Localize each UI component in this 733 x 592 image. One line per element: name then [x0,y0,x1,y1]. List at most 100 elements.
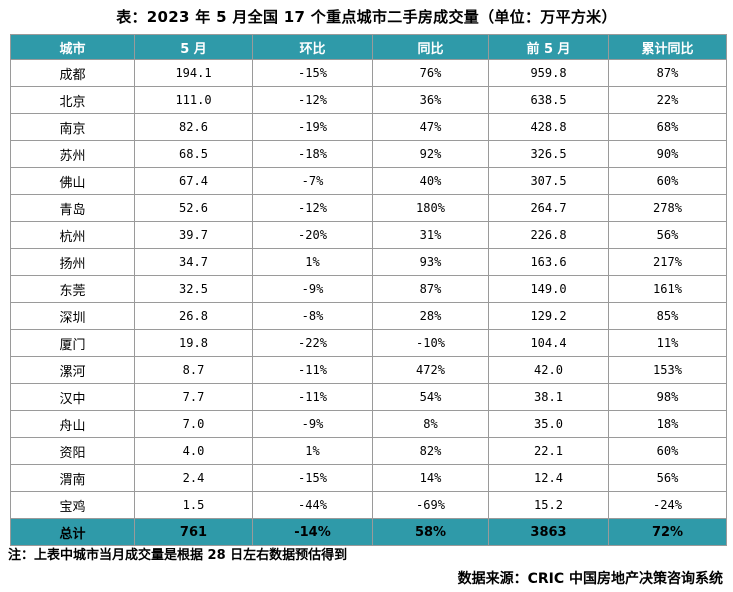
first-five-months-cell: 959.8 [488,59,609,87]
table-row: 南京 82.6 -19% 47% 428.8 68% [10,113,727,141]
mom-cell: -9% [252,410,373,438]
yoy-cell: 54% [372,383,489,411]
total-row: 总计 761 -14% 58% 3863 72% [10,518,727,546]
table-row: 佛山 67.4 -7% 40% 307.5 60% [10,167,727,195]
yoy-cell: 76% [372,59,489,87]
table-row: 扬州 34.7 1% 93% 163.6 217% [10,248,727,276]
first-five-months-cell: 264.7 [488,194,609,222]
city-cell: 北京 [10,86,135,114]
city-cell: 佛山 [10,167,135,195]
first-five-months-cell: 15.2 [488,491,609,519]
table-row: 汉中 7.7 -11% 54% 38.1 98% [10,383,727,411]
city-cell: 苏州 [10,140,135,168]
yoy-cell: -10% [372,329,489,357]
mom-cell: -15% [252,59,373,87]
first-five-months-cell: 428.8 [488,113,609,141]
city-cell: 南京 [10,113,135,141]
cumulative-yoy-cell: 161% [608,275,727,303]
cumulative-yoy-cell: 60% [608,167,727,195]
first-five-months-cell: 38.1 [488,383,609,411]
cumulative-yoy-cell: 60% [608,437,727,465]
first-five-months-cell: 35.0 [488,410,609,438]
mom-cell: -7% [252,167,373,195]
city-cell: 成都 [10,59,135,87]
table-row: 漯河 8.7 -11% 472% 42.0 153% [10,356,727,384]
may-volume-cell: 2.4 [134,464,253,492]
first-five-months-cell: 104.4 [488,329,609,357]
cumulative-yoy-cell: 22% [608,86,727,114]
first-five-months-cell: 12.4 [488,464,609,492]
first-five-months-cell: 22.1 [488,437,609,465]
cumulative-yoy-cell: 18% [608,410,727,438]
city-cell: 深圳 [10,302,135,330]
may-volume-cell: 67.4 [134,167,253,195]
column-header-may: 5 月 [134,34,253,60]
may-volume-cell: 111.0 [134,86,253,114]
may-volume-cell: 194.1 [134,59,253,87]
city-cell: 漯河 [10,356,135,384]
city-cell: 杭州 [10,221,135,249]
first-five-months-cell: 163.6 [488,248,609,276]
header-row: 城市 5 月 环比 同比 前 5 月 累计同比 [10,34,727,60]
mom-cell: -12% [252,86,373,114]
cumulative-yoy-cell: 87% [608,59,727,87]
table-row: 青岛 52.6 -12% 180% 264.7 278% [10,194,727,222]
total-may-volume-cell: 761 [134,518,253,546]
yoy-cell: 40% [372,167,489,195]
footnote: 注：上表中城市当月成交量是根据 28 日左右数据预估得到 [8,548,348,563]
cumulative-yoy-cell: 217% [608,248,727,276]
mom-cell: -12% [252,194,373,222]
mom-cell: -8% [252,302,373,330]
yoy-cell: 93% [372,248,489,276]
cumulative-yoy-cell: -24% [608,491,727,519]
mom-cell: -19% [252,113,373,141]
may-volume-cell: 4.0 [134,437,253,465]
table-row: 舟山 7.0 -9% 8% 35.0 18% [10,410,727,438]
mom-cell: -11% [252,383,373,411]
table-row: 宝鸡 1.5 -44% -69% 15.2 -24% [10,491,727,519]
yoy-cell: 92% [372,140,489,168]
city-cell: 资阳 [10,437,135,465]
mom-cell: -44% [252,491,373,519]
cumulative-yoy-cell: 278% [608,194,727,222]
mom-cell: -18% [252,140,373,168]
yoy-cell: 36% [372,86,489,114]
mom-cell: 1% [252,437,373,465]
column-header-mom: 环比 [252,34,373,60]
table-row: 北京 111.0 -12% 36% 638.5 22% [10,86,727,114]
table-row: 杭州 39.7 -20% 31% 226.8 56% [10,221,727,249]
city-cell: 厦门 [10,329,135,357]
may-volume-cell: 7.7 [134,383,253,411]
cumulative-yoy-cell: 90% [608,140,727,168]
table-row: 成都 194.1 -15% 76% 959.8 87% [10,59,727,87]
may-volume-cell: 32.5 [134,275,253,303]
cumulative-yoy-cell: 85% [608,302,727,330]
may-volume-cell: 34.7 [134,248,253,276]
mom-cell: -11% [252,356,373,384]
table-row: 苏州 68.5 -18% 92% 326.5 90% [10,140,727,168]
first-five-months-cell: 326.5 [488,140,609,168]
may-volume-cell: 19.8 [134,329,253,357]
total-city-cell: 总计 [10,518,135,546]
data-source: 数据来源：CRIC 中国房地产决策咨询系统 [457,571,723,587]
cumulative-yoy-cell: 11% [608,329,727,357]
table-row: 渭南 2.4 -15% 14% 12.4 56% [10,464,727,492]
cumulative-yoy-cell: 153% [608,356,727,384]
yoy-cell: 82% [372,437,489,465]
cumulative-yoy-cell: 68% [608,113,727,141]
may-volume-cell: 39.7 [134,221,253,249]
first-five-months-cell: 226.8 [488,221,609,249]
column-header-city: 城市 [10,34,135,60]
table-row: 深圳 26.8 -8% 28% 129.2 85% [10,302,727,330]
total-mom-cell: -14% [252,518,373,546]
yoy-cell: -69% [372,491,489,519]
city-cell: 舟山 [10,410,135,438]
yoy-cell: 472% [372,356,489,384]
city-cell: 扬州 [10,248,135,276]
total-cumulative-yoy-cell: 72% [608,518,727,546]
mom-cell: -20% [252,221,373,249]
mom-cell: -15% [252,464,373,492]
mom-cell: 1% [252,248,373,276]
yoy-cell: 47% [372,113,489,141]
mom-cell: -22% [252,329,373,357]
